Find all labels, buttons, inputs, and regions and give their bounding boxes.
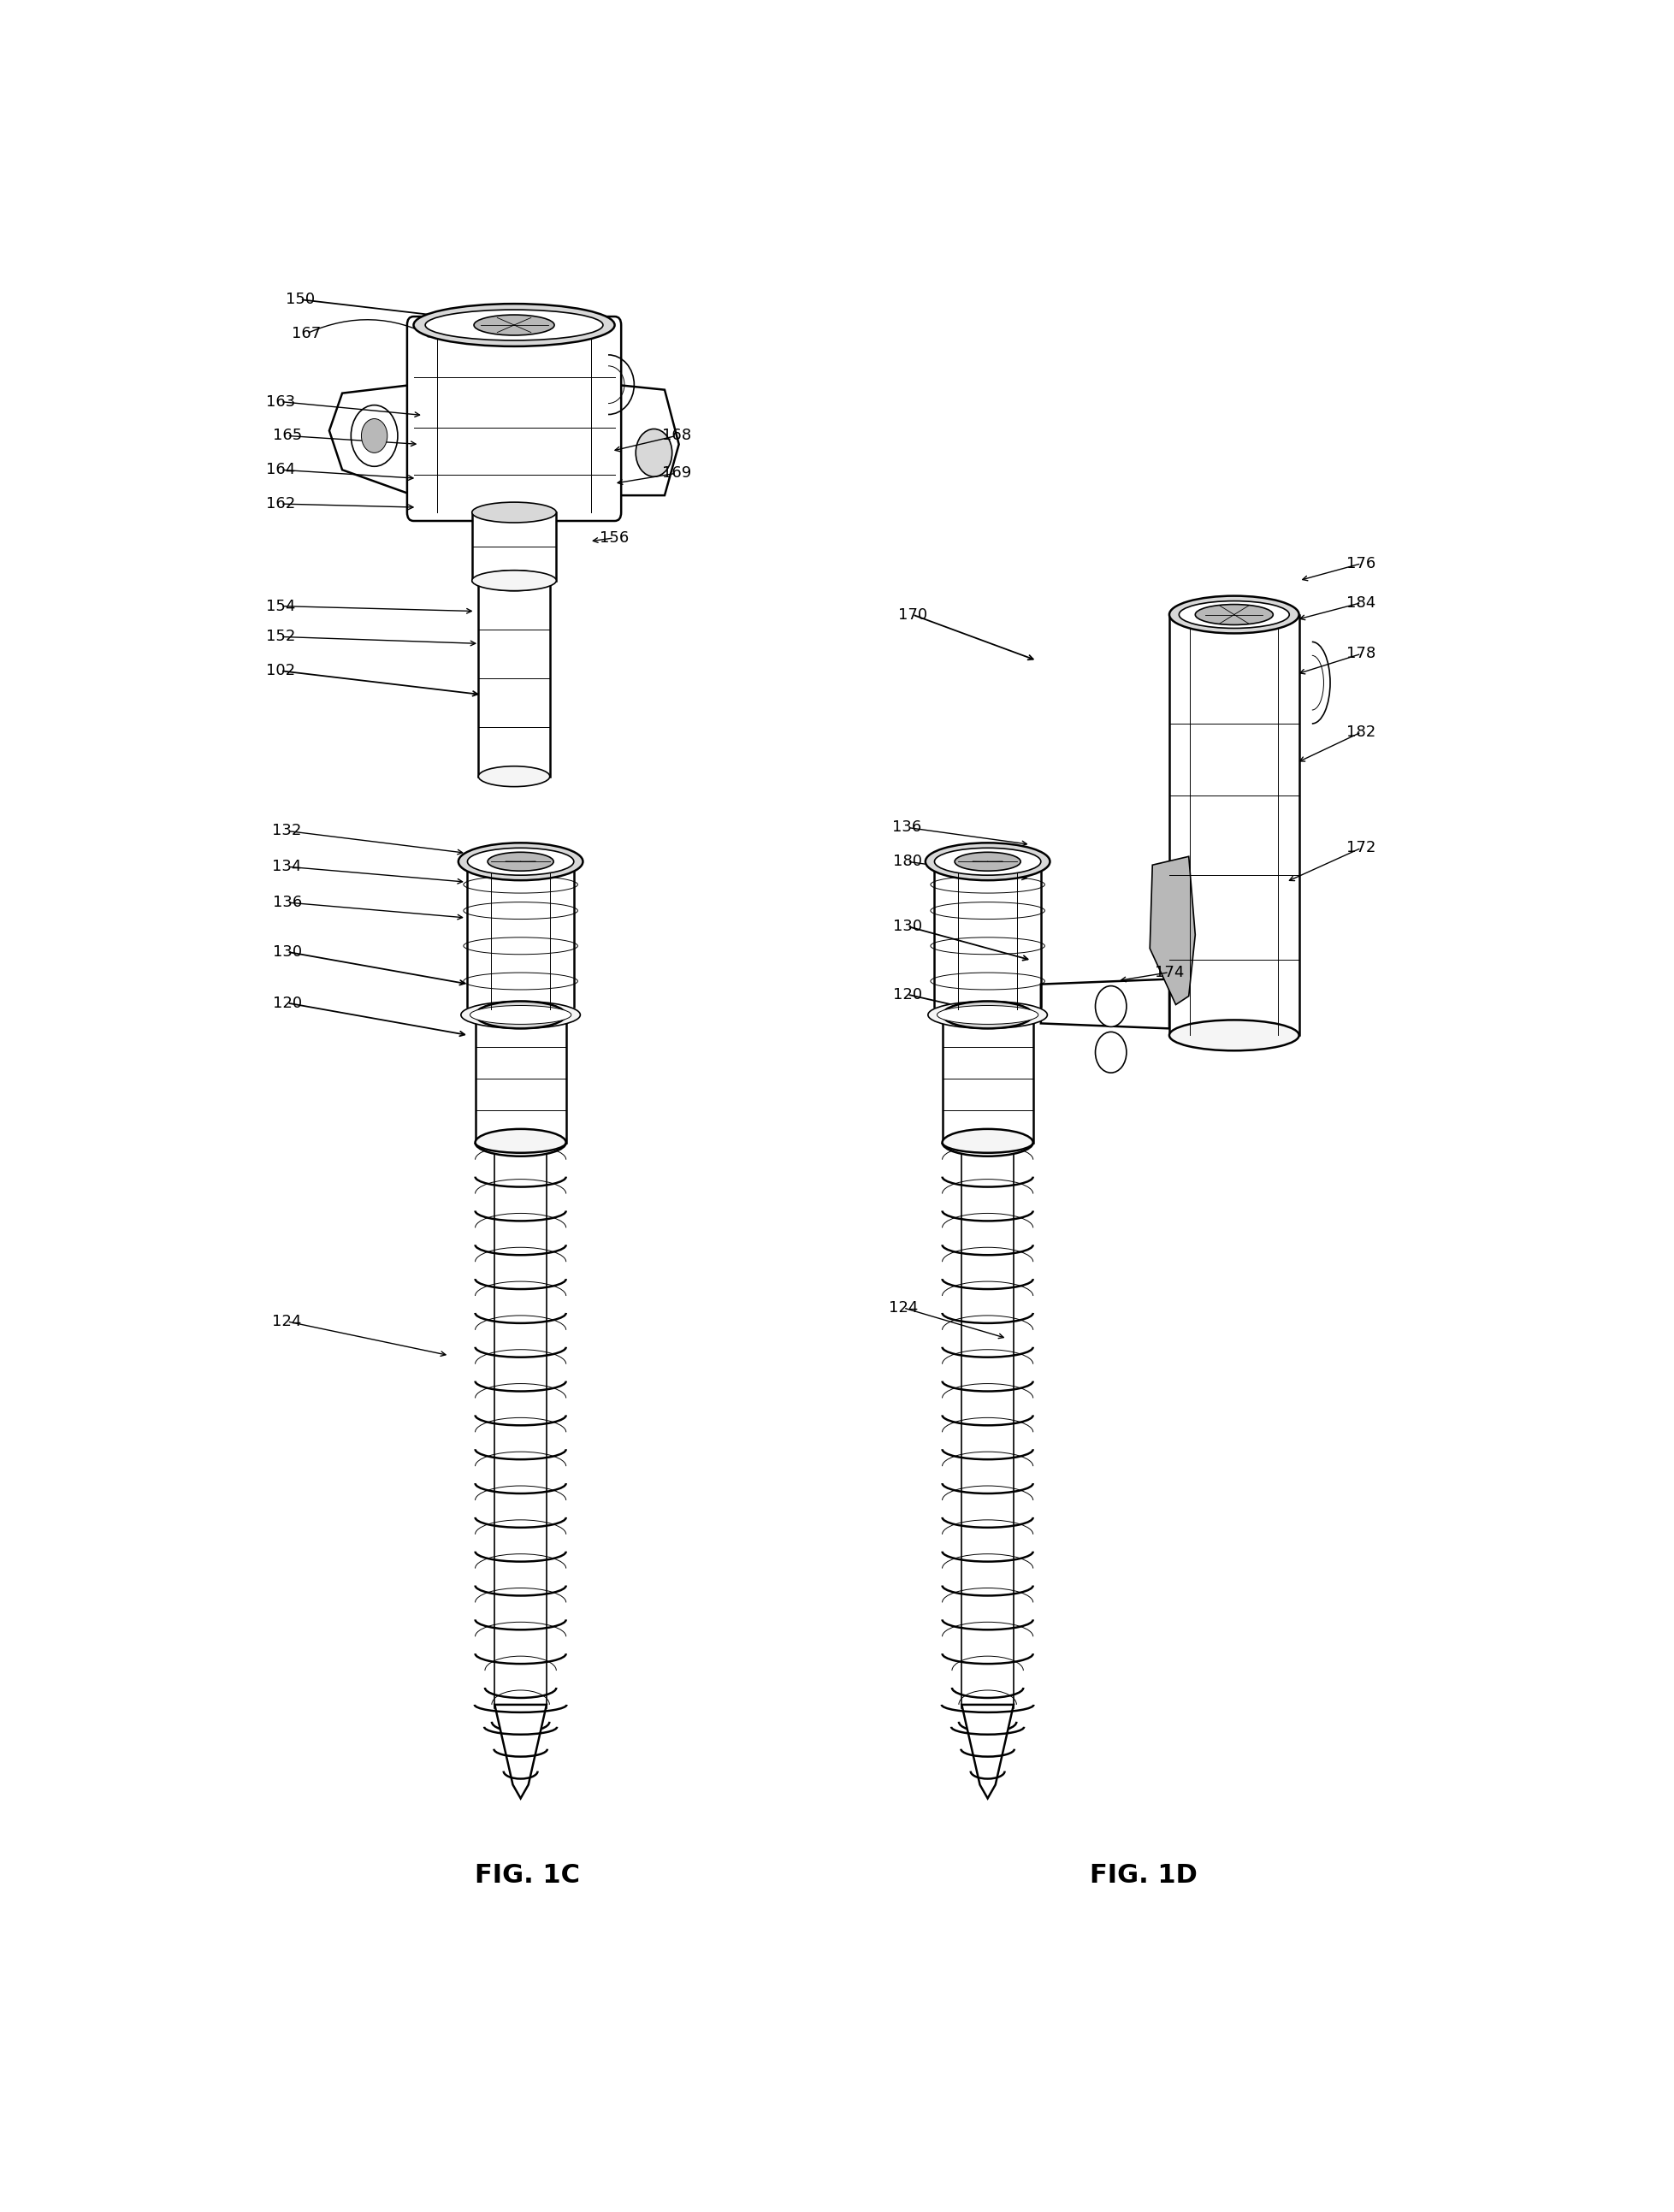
Ellipse shape [479,571,549,591]
Text: 172: 172 [1346,841,1376,856]
Text: 154: 154 [266,599,295,613]
Text: 102: 102 [266,664,295,679]
Polygon shape [1041,980,1170,1029]
Text: 176: 176 [1346,555,1376,571]
Ellipse shape [475,1128,566,1157]
Text: 180: 180 [892,854,922,869]
Ellipse shape [472,571,556,591]
Circle shape [362,418,387,453]
Text: 130: 130 [892,918,922,933]
Text: 182: 182 [1346,723,1376,739]
Ellipse shape [942,1128,1033,1157]
Text: 150: 150 [286,292,315,307]
Text: 136: 136 [892,821,922,836]
Ellipse shape [472,502,556,522]
Polygon shape [330,385,413,495]
Text: 174: 174 [1155,964,1184,980]
Text: 164: 164 [266,462,295,478]
Text: 156: 156 [599,531,629,546]
Ellipse shape [1170,595,1299,633]
Ellipse shape [467,847,574,876]
Text: 178: 178 [1346,646,1376,661]
Text: 124: 124 [889,1301,917,1316]
Text: 170: 170 [897,606,927,622]
Ellipse shape [954,852,1021,872]
Ellipse shape [487,852,554,872]
Ellipse shape [460,1002,581,1029]
FancyBboxPatch shape [407,316,621,522]
Polygon shape [496,1705,547,1798]
Text: FIG. 1C: FIG. 1C [474,1863,579,1887]
Ellipse shape [1170,1020,1299,1051]
Text: 169: 169 [661,465,691,480]
Circle shape [352,405,398,467]
Text: 136: 136 [273,894,301,909]
Ellipse shape [459,843,583,880]
Ellipse shape [413,303,614,347]
Ellipse shape [1195,604,1274,624]
Circle shape [1095,987,1127,1026]
Polygon shape [1150,856,1195,1004]
Ellipse shape [937,1006,1038,1024]
Ellipse shape [470,1006,571,1024]
Ellipse shape [475,1002,566,1029]
Polygon shape [614,385,680,495]
Text: 124: 124 [273,1314,301,1329]
Circle shape [1095,1031,1127,1073]
FancyBboxPatch shape [961,1144,1013,1708]
Text: 184: 184 [1346,595,1376,611]
FancyBboxPatch shape [479,580,549,776]
Ellipse shape [942,1002,1033,1029]
Ellipse shape [1178,602,1289,628]
Text: 130: 130 [273,945,301,960]
Text: 120: 120 [273,995,301,1011]
Polygon shape [961,1705,1013,1798]
FancyBboxPatch shape [1170,615,1299,1035]
Ellipse shape [474,314,554,336]
Text: 165: 165 [273,429,301,442]
Text: 168: 168 [661,429,691,442]
Ellipse shape [934,847,1041,876]
Text: 120: 120 [892,987,922,1002]
Text: FIG. 1D: FIG. 1D [1090,1863,1197,1887]
Text: 132: 132 [273,823,301,838]
Text: 167: 167 [291,325,321,341]
Ellipse shape [927,1002,1048,1029]
FancyBboxPatch shape [496,1144,547,1708]
Circle shape [636,429,671,476]
Text: 162: 162 [266,495,295,511]
Text: 134: 134 [273,858,301,874]
Ellipse shape [926,843,1050,880]
Text: 163: 163 [266,394,295,409]
Ellipse shape [425,310,603,341]
Ellipse shape [479,765,549,787]
Text: 152: 152 [266,628,295,644]
FancyBboxPatch shape [472,513,556,580]
